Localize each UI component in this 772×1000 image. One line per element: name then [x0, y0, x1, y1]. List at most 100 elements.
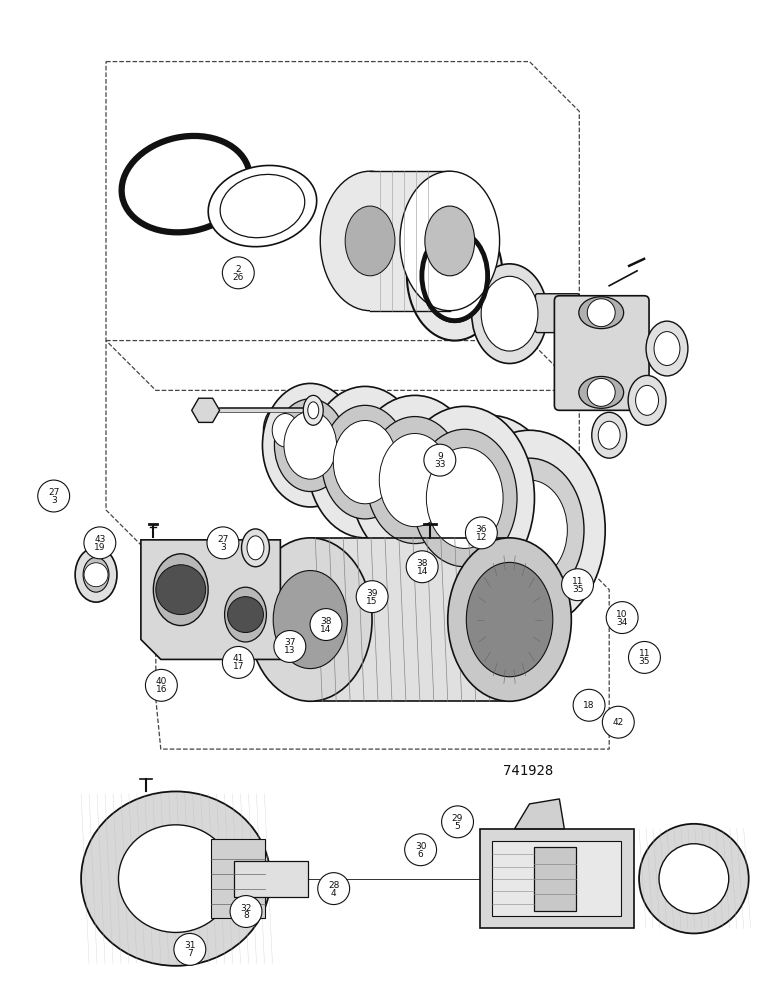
- Ellipse shape: [308, 402, 319, 419]
- Text: 28: 28: [328, 881, 340, 890]
- Text: 6: 6: [418, 850, 424, 859]
- Text: 33: 33: [434, 460, 445, 469]
- Ellipse shape: [420, 229, 489, 322]
- Ellipse shape: [466, 562, 553, 677]
- Ellipse shape: [472, 264, 547, 363]
- Ellipse shape: [208, 165, 317, 247]
- Ellipse shape: [400, 171, 499, 311]
- Ellipse shape: [475, 458, 584, 602]
- Circle shape: [442, 806, 473, 838]
- FancyBboxPatch shape: [554, 296, 649, 410]
- Circle shape: [222, 646, 254, 678]
- Circle shape: [274, 631, 306, 662]
- Text: 19: 19: [94, 543, 106, 552]
- Polygon shape: [370, 171, 450, 311]
- Bar: [479, 829, 634, 928]
- Ellipse shape: [492, 480, 567, 580]
- Text: 38: 38: [416, 559, 428, 568]
- Ellipse shape: [273, 414, 299, 447]
- Ellipse shape: [379, 433, 451, 527]
- Text: 43: 43: [94, 535, 106, 544]
- FancyBboxPatch shape: [536, 294, 579, 333]
- Circle shape: [230, 896, 262, 927]
- Ellipse shape: [303, 395, 323, 425]
- Text: 18: 18: [584, 701, 594, 710]
- Ellipse shape: [438, 442, 541, 578]
- Bar: [234, 861, 308, 897]
- Circle shape: [466, 517, 497, 549]
- Circle shape: [228, 597, 263, 633]
- Ellipse shape: [395, 406, 534, 590]
- Circle shape: [310, 609, 342, 640]
- Text: 5: 5: [455, 822, 460, 831]
- Text: 27: 27: [48, 488, 59, 497]
- Polygon shape: [191, 398, 219, 422]
- Text: 14: 14: [320, 625, 332, 634]
- Ellipse shape: [628, 375, 666, 425]
- Text: 9: 9: [437, 452, 442, 461]
- Circle shape: [602, 706, 635, 738]
- Ellipse shape: [320, 171, 420, 311]
- Polygon shape: [141, 540, 280, 659]
- Text: 10: 10: [616, 610, 628, 619]
- Ellipse shape: [481, 276, 538, 351]
- Circle shape: [561, 569, 594, 601]
- Bar: [534, 847, 577, 911]
- Circle shape: [424, 444, 455, 476]
- Ellipse shape: [242, 529, 269, 567]
- Ellipse shape: [579, 297, 624, 329]
- Ellipse shape: [273, 571, 347, 669]
- Text: 42: 42: [613, 718, 624, 727]
- Circle shape: [405, 834, 436, 866]
- Circle shape: [222, 257, 254, 289]
- Ellipse shape: [350, 395, 479, 565]
- Ellipse shape: [154, 554, 208, 626]
- Ellipse shape: [412, 429, 517, 567]
- Circle shape: [174, 933, 206, 965]
- Circle shape: [156, 565, 205, 615]
- Ellipse shape: [118, 825, 233, 932]
- Text: 26: 26: [232, 273, 244, 282]
- Text: 14: 14: [416, 567, 428, 576]
- Circle shape: [84, 563, 108, 587]
- Ellipse shape: [407, 211, 503, 341]
- Text: 12: 12: [476, 533, 487, 542]
- Text: 29: 29: [452, 814, 463, 823]
- Circle shape: [356, 581, 388, 613]
- Text: 4: 4: [331, 889, 337, 898]
- Text: 7: 7: [187, 949, 193, 958]
- Text: 34: 34: [617, 618, 628, 627]
- Ellipse shape: [639, 824, 749, 933]
- Ellipse shape: [274, 399, 346, 492]
- Circle shape: [207, 527, 239, 559]
- Text: 15: 15: [367, 597, 378, 606]
- Ellipse shape: [654, 332, 680, 365]
- Text: 32: 32: [240, 904, 252, 913]
- Ellipse shape: [220, 174, 305, 238]
- Text: 27: 27: [217, 535, 229, 544]
- Circle shape: [38, 480, 69, 512]
- Ellipse shape: [263, 402, 307, 458]
- Text: 38: 38: [320, 617, 332, 626]
- Polygon shape: [310, 538, 510, 701]
- Text: 30: 30: [415, 842, 426, 851]
- Text: 11: 11: [572, 577, 584, 586]
- Text: 2: 2: [235, 265, 241, 274]
- Text: 11: 11: [638, 649, 650, 658]
- Circle shape: [587, 378, 615, 406]
- Ellipse shape: [334, 420, 397, 504]
- Ellipse shape: [635, 385, 659, 415]
- Ellipse shape: [367, 417, 463, 544]
- Ellipse shape: [426, 448, 503, 548]
- Text: 31: 31: [184, 941, 195, 950]
- Ellipse shape: [659, 844, 729, 914]
- Ellipse shape: [225, 587, 266, 642]
- Text: 8: 8: [243, 911, 249, 920]
- Ellipse shape: [75, 547, 117, 602]
- Ellipse shape: [460, 526, 540, 587]
- Ellipse shape: [598, 421, 620, 449]
- Ellipse shape: [284, 411, 337, 479]
- Ellipse shape: [646, 321, 688, 376]
- Ellipse shape: [83, 557, 109, 592]
- Text: 36: 36: [476, 525, 487, 534]
